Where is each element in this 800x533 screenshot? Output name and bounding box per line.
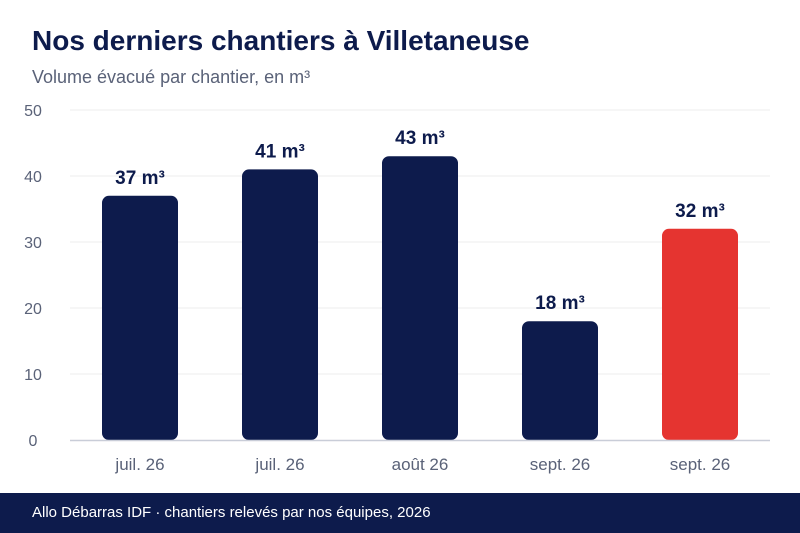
y-tick-label-10: 10 [24,367,42,384]
bar-value-label-1: 37 m³ [115,168,165,189]
bar-value-label-2: 41 m³ [255,141,305,162]
x-tick-label-2: juil. 26 [254,455,304,474]
bar-4 [522,321,598,440]
bar-chart: 0 10 20 30 40 50 37 m³ juil. 26 41 m³ juil. 26 43 … [24,103,770,474]
x-tick-label-3: août 26 [392,455,449,474]
page-subtitle: Volume évacué par chantier, en m³ [32,67,311,87]
footer-bar: Allo Débarras IDF · chantiers relevés pa… [0,493,800,533]
bar-2 [242,169,318,440]
bar-3 [382,156,458,440]
page-title: Nos derniers chantiers à Villetaneuse [32,25,530,56]
bar-value-label-5: 32 m³ [675,201,725,222]
bar-value-label-3: 43 m³ [395,128,445,149]
y-tick-label-50: 50 [24,103,42,120]
y-tick-label-40: 40 [24,169,42,186]
x-tick-label-1: juil. 26 [114,455,164,474]
bar-value-label-4: 18 m³ [535,293,585,314]
x-tick-label-5: sept. 26 [670,455,731,474]
bar-5 [662,228,738,440]
y-tick-label-30: 30 [24,235,42,252]
footer-text: Allo Débarras IDF · chantiers relevés pa… [32,504,431,521]
x-tick-label-4: sept. 26 [530,455,591,474]
y-tick-label-0: 0 [29,433,38,450]
bar-1 [102,195,178,440]
y-tick-label-20: 20 [24,301,42,318]
